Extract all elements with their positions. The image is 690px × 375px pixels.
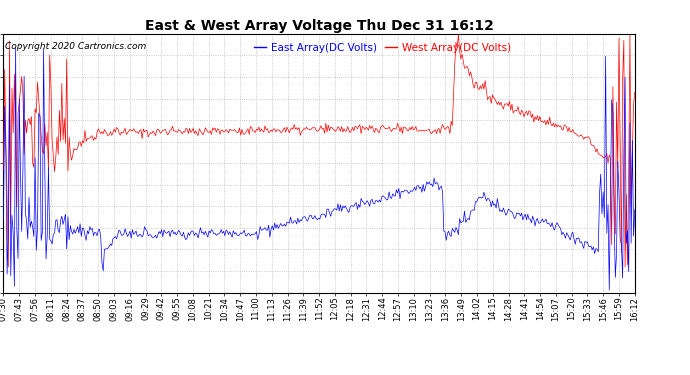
Legend: East Array(DC Volts), West Array(DC Volts): East Array(DC Volts), West Array(DC Volt… (250, 39, 515, 57)
Text: Copyright 2020 Cartronics.com: Copyright 2020 Cartronics.com (5, 42, 146, 51)
Title: East & West Array Voltage Thu Dec 31 16:12: East & West Array Voltage Thu Dec 31 16:… (145, 19, 493, 33)
